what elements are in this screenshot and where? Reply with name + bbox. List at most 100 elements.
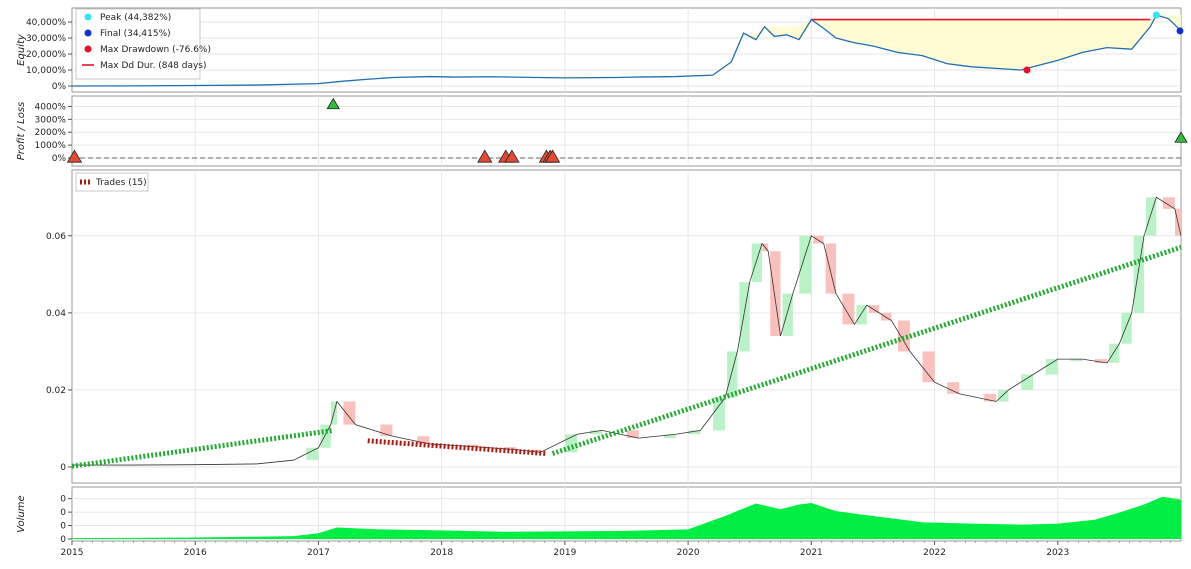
price-ytick-label: 0.02	[46, 386, 66, 396]
price-candle	[998, 389, 1009, 402]
price-candle	[306, 447, 319, 461]
trades-legend: Trades (15)	[75, 172, 149, 192]
price-candle	[856, 305, 867, 325]
price-candle	[727, 351, 738, 398]
price-candle	[770, 251, 781, 336]
trade-line	[367, 438, 547, 457]
price-candle	[1070, 359, 1083, 362]
volume-area	[72, 496, 1181, 539]
price-candle	[1095, 359, 1108, 363]
price-ytick-label: 0	[60, 463, 66, 473]
legend-label: Max Drawdown (-76.6%)	[100, 45, 211, 55]
trade-marker	[66, 149, 83, 163]
pl-ytick-label: 2000%	[35, 128, 67, 138]
equity-ytick-label: 40,000%	[26, 18, 66, 28]
price-panel: 0 0.02 0.04 0.06 Trades (15)	[46, 169, 1182, 484]
price-candle	[897, 320, 910, 352]
x-tick-label: 2017	[307, 548, 330, 558]
x-tick-label: 2020	[677, 548, 700, 558]
price-candle	[1045, 359, 1058, 375]
price-candle	[1146, 197, 1157, 236]
pl-ytick-label: 0%	[52, 154, 67, 164]
x-axis: 2015 2016 2017 2018 2019 2020 2021 2022 2023	[61, 541, 1172, 558]
volume-ytick-label: 0	[60, 535, 66, 545]
volume-ylabel: Volume	[16, 495, 27, 532]
x-tick-label: 2023	[1046, 548, 1069, 558]
equity-legend: Peak (44,382%) Final (34,415%) Max Drawdow…	[75, 8, 211, 80]
price-ytick-label: 0.04	[46, 309, 66, 319]
volume-ytick-label: 0	[60, 522, 66, 532]
trades-legend-box	[75, 172, 149, 192]
volume-ytick-label: 0	[60, 495, 66, 505]
trade-marker	[544, 149, 561, 163]
price-candle	[751, 243, 763, 283]
equity-panel: 0% 10,000% 20,000% 30,000% 40,000% Equity Peak…	[16, 7, 1184, 93]
x-tick-label: 2022	[923, 548, 946, 558]
legend-label: Final (34,415%)	[100, 29, 171, 39]
price-candle	[626, 430, 639, 439]
price-candle	[813, 235, 824, 244]
price-candle	[713, 397, 726, 431]
trade-marker	[326, 97, 340, 110]
price-candle	[1021, 374, 1034, 390]
x-tick-label: 2019	[553, 548, 576, 558]
price-candle	[663, 434, 676, 439]
equity-ytick-label: 20,000%	[26, 50, 66, 60]
price-candle	[842, 293, 855, 325]
price-candle	[589, 430, 602, 435]
trade-marker	[1174, 131, 1188, 143]
trade-marker	[504, 149, 520, 163]
x-tick-label: 2018	[430, 548, 453, 558]
price-frame	[71, 169, 1182, 484]
price-candle	[947, 382, 960, 394]
price-candle	[984, 393, 997, 402]
legend-label: Peak (44,382%)	[100, 13, 171, 23]
price-candle	[881, 312, 892, 321]
legend-marker	[84, 45, 92, 53]
price-candle	[320, 424, 331, 448]
trades-legend-label: Trades (15)	[95, 178, 147, 188]
pl-ytick-label: 4000%	[35, 102, 67, 112]
price-candle	[528, 449, 541, 453]
legend-label: Max Dd Dur. (848 days)	[100, 61, 207, 71]
legend-marker	[84, 29, 92, 37]
price-candle	[1109, 343, 1120, 363]
final-marker	[1176, 27, 1184, 35]
price-candle	[503, 446, 516, 450]
price-candle	[417, 436, 430, 444]
price-candle	[922, 351, 935, 383]
x-tick-label: 2016	[184, 548, 207, 558]
price-candle	[1162, 197, 1175, 209]
price-candle	[1121, 312, 1132, 344]
price-ytick-label: 0.06	[46, 232, 66, 242]
x-tick-label: 2021	[800, 548, 823, 558]
equity-legend-box	[75, 8, 201, 80]
price-line	[72, 196, 1182, 466]
legend-marker	[84, 13, 92, 21]
x-tick-label: 2015	[61, 548, 84, 558]
price-candle	[343, 401, 356, 425]
price-candle	[1133, 235, 1145, 313]
price-candle	[688, 430, 701, 435]
profit-loss-panel: 0% 1000% 2000% 3000% 4000% Profit / Loss	[16, 95, 1188, 167]
peak-marker	[1152, 11, 1160, 19]
equity-ytick-label: 30,000%	[26, 34, 66, 44]
trade-marker	[477, 149, 493, 163]
pl-ylabel: Profit / Loss	[16, 102, 27, 160]
volume-panel: 0 0 0 0 Volume	[16, 486, 1182, 545]
price-candle	[782, 293, 793, 336]
equity-ytick-label: 10,000%	[26, 66, 66, 76]
price-candle	[825, 243, 836, 294]
drawdown-area	[72, 14, 1181, 86]
price-candle	[799, 235, 812, 294]
pl-frame	[71, 95, 1182, 167]
max-drawdown-marker	[1023, 66, 1031, 74]
equity-ytick-label: 0%	[52, 82, 67, 92]
equity-line	[71, 14, 1182, 87]
price-candle	[380, 424, 393, 437]
pl-ytick-label: 3000%	[35, 115, 67, 125]
pl-ytick-label: 1000%	[35, 141, 67, 151]
volume-ytick-label: 0	[60, 508, 66, 518]
